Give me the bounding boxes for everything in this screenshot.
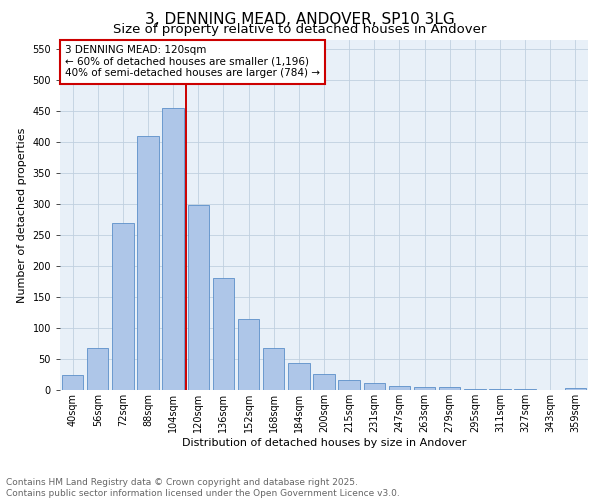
Y-axis label: Number of detached properties: Number of detached properties xyxy=(17,128,27,302)
Bar xyxy=(263,348,284,390)
Bar xyxy=(188,206,209,390)
Bar xyxy=(112,222,134,390)
Bar xyxy=(464,389,485,390)
Bar xyxy=(439,387,460,390)
Bar xyxy=(414,387,435,390)
Text: 3 DENNING MEAD: 120sqm
← 60% of detached houses are smaller (1,196)
40% of semi-: 3 DENNING MEAD: 120sqm ← 60% of detached… xyxy=(65,46,320,78)
X-axis label: Distribution of detached houses by size in Andover: Distribution of detached houses by size … xyxy=(182,438,466,448)
Bar xyxy=(213,278,234,390)
Text: Size of property relative to detached houses in Andover: Size of property relative to detached ho… xyxy=(113,22,487,36)
Bar xyxy=(137,136,158,390)
Text: 3, DENNING MEAD, ANDOVER, SP10 3LG: 3, DENNING MEAD, ANDOVER, SP10 3LG xyxy=(145,12,455,28)
Bar xyxy=(338,380,360,390)
Bar xyxy=(163,108,184,390)
Bar xyxy=(565,388,586,390)
Bar xyxy=(389,386,410,390)
Bar xyxy=(62,374,83,390)
Text: Contains HM Land Registry data © Crown copyright and database right 2025.
Contai: Contains HM Land Registry data © Crown c… xyxy=(6,478,400,498)
Bar xyxy=(288,362,310,390)
Bar xyxy=(238,319,259,390)
Bar xyxy=(313,374,335,390)
Bar xyxy=(87,348,109,390)
Bar xyxy=(364,382,385,390)
